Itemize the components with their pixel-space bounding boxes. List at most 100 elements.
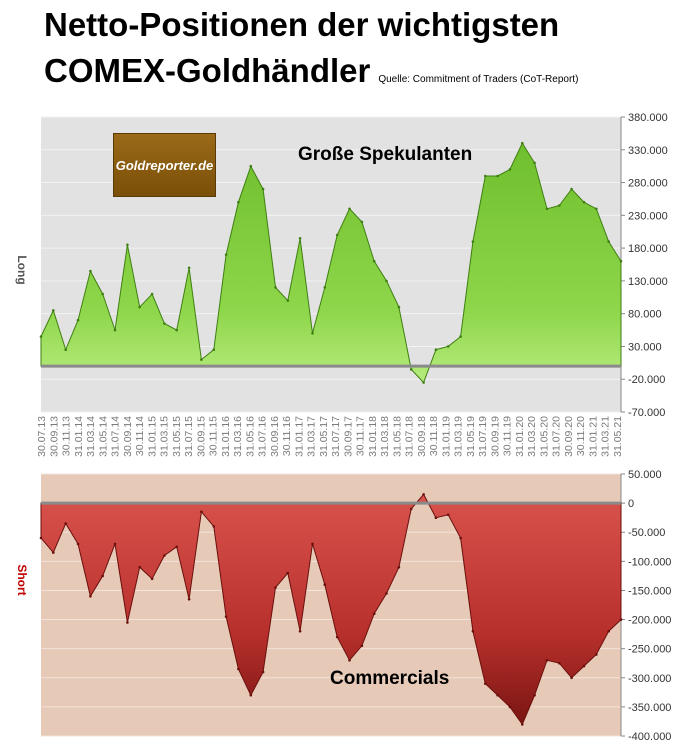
x-tick-label: 31.07.14 (110, 416, 122, 457)
data-point (64, 348, 67, 352)
data-point (496, 174, 499, 178)
x-tick-label: 30.11.15 (208, 416, 220, 456)
data-point (533, 693, 536, 697)
data-point (434, 348, 438, 352)
data-point (64, 522, 67, 525)
x-tick-label: 30.11.17 (355, 416, 367, 456)
goldreporter-logo: Goldreporter.de (113, 133, 216, 197)
data-point (52, 551, 55, 554)
data-point (274, 586, 277, 589)
data-point (187, 266, 191, 270)
y-tick-label: -70.000 (628, 407, 665, 419)
data-point (224, 253, 228, 256)
data-point (39, 536, 43, 540)
data-point (385, 279, 388, 283)
data-point (446, 513, 450, 517)
data-point (138, 305, 141, 309)
data-point (126, 243, 129, 247)
x-tick-label: 31.03.20 (526, 416, 538, 457)
y-tick-label: 280.000 (628, 178, 668, 190)
y-tick-label: -20.000 (628, 374, 665, 386)
x-tick-label: 30.09.14 (122, 416, 134, 457)
x-tick-label: 31.03.18 (379, 416, 391, 457)
data-point (298, 237, 302, 240)
data-point (521, 141, 524, 145)
y-tick-label: -400.000 (628, 731, 671, 743)
y-tick-label: 380.000 (628, 112, 668, 124)
data-point (409, 507, 413, 511)
series-annotation: Commercials (330, 668, 449, 689)
data-point (570, 187, 573, 191)
data-point (372, 259, 376, 263)
data-point (76, 542, 80, 546)
x-tick-label: 31.05.20 (538, 416, 550, 457)
x-tick-label: 31.01.18 (367, 416, 379, 457)
x-tick-label: 31.05.17 (318, 416, 330, 457)
data-point (397, 305, 401, 309)
x-tick-label: 30.11.18 (428, 416, 440, 456)
x-tick-label: 31.01.21 (587, 416, 599, 457)
x-tick-label: 30.09.20 (563, 416, 575, 457)
title-line-2: COMEX-Goldhändler (44, 52, 371, 89)
x-tick-label: 30.09.15 (195, 416, 207, 457)
data-point (372, 612, 376, 615)
data-point (582, 664, 586, 668)
data-point (126, 621, 129, 624)
x-tick-label: 31.03.21 (600, 416, 612, 457)
data-point (459, 335, 462, 338)
data-point (471, 629, 475, 633)
data-point (471, 240, 475, 243)
data-point (545, 207, 549, 211)
data-point (545, 659, 549, 662)
data-point (409, 368, 413, 371)
x-tick-label: 31.01.14 (73, 416, 85, 457)
data-point (101, 292, 104, 296)
data-point (311, 332, 314, 335)
x-tick-label: 31.07.15 (183, 416, 195, 457)
x-tick-label: 30.11.16 (281, 416, 293, 456)
x-tick-label: 30.11.14 (134, 416, 146, 456)
x-tick-label: 31.01.19 (440, 416, 452, 457)
data-point (348, 659, 351, 662)
data-point (607, 629, 610, 633)
data-point (558, 204, 561, 207)
y-tick-label: 0 (628, 498, 634, 510)
x-tick-label: 31.01.15 (146, 416, 158, 457)
data-point (619, 259, 623, 263)
data-point (570, 676, 573, 680)
x-tick-label: 31.03.19 (453, 416, 465, 457)
data-point (484, 682, 487, 685)
y-tick-label: -150.000 (628, 585, 671, 597)
data-point (212, 525, 216, 528)
y-tick-label: 180.000 (628, 243, 668, 255)
data-point (360, 220, 364, 224)
series-annotation: Große Spekulanten (298, 144, 472, 165)
side-label: Long (15, 255, 29, 284)
y-tick-label: 230.000 (628, 210, 668, 222)
x-tick-label: 31.05.14 (97, 416, 109, 457)
data-point (274, 286, 277, 289)
y-tick-label: -100.000 (628, 556, 671, 568)
y-tick-label: 50.000 (628, 469, 662, 481)
title-line-1: Netto-Positionen der wichtigsten (44, 6, 560, 43)
data-point (508, 705, 512, 709)
data-point (286, 571, 290, 575)
data-point (101, 574, 104, 578)
x-tick-label: 31.07.20 (551, 416, 563, 457)
commercials-panel: 50.000 0 -50.000 -100.000 -150.000 -200.000 -2… (15, 469, 671, 743)
y-tick-label: -250.000 (628, 644, 671, 656)
data-point (39, 335, 43, 338)
data-point (200, 358, 203, 361)
data-point (175, 545, 178, 549)
data-point (286, 299, 290, 302)
data-point (323, 286, 327, 289)
x-tick-label: 30.09.16 (269, 416, 281, 457)
chart-title: Netto-Positionen der wichtigsten COMEX-G… (44, 2, 578, 103)
x-tick-label: 30.09.19 (489, 416, 501, 457)
data-point (237, 200, 240, 204)
data-point (582, 200, 586, 204)
data-point (187, 597, 191, 601)
y-tick-label: 330.000 (628, 145, 668, 157)
data-point (446, 345, 450, 348)
